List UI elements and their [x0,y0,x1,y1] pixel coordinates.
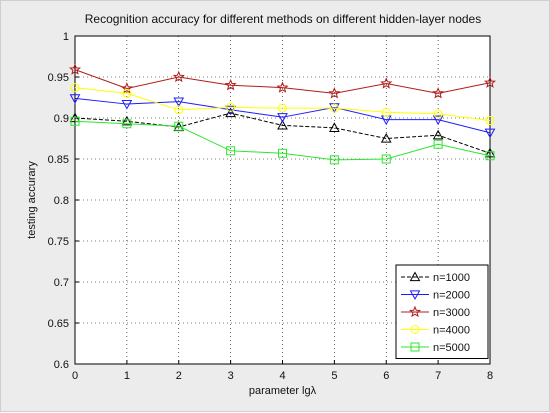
legend-label: n=3000 [433,307,470,319]
data-point-marker [408,305,422,318]
series-line [74,112,491,154]
series-n-1000 [69,107,496,158]
y-axis-label: testing accurary [26,161,38,239]
data-point-marker [381,154,391,164]
legend-label: n=4000 [433,325,470,337]
data-point-marker [432,87,445,99]
data-point-marker [483,76,497,88]
data-point-marker [70,83,80,93]
series-line [74,69,491,94]
data-point-marker [485,115,495,125]
y-tick-label: 1 [63,31,69,43]
y-tick-label: 0.6 [54,359,69,371]
data-point-marker [409,290,421,301]
data-point-marker [276,81,289,93]
data-point-marker [68,63,82,75]
x-tick-label: 8 [487,370,493,382]
data-point-marker [122,88,132,98]
data-point-marker [70,116,80,126]
data-point-marker [484,128,496,139]
data-point-marker [410,325,420,334]
data-point-marker [381,107,391,117]
data-point-marker [329,122,340,132]
y-tick-label: 0.65 [48,318,69,330]
series-line [74,120,491,161]
data-point-marker [380,77,393,89]
data-point-marker [225,105,236,116]
y-tick-label: 0.85 [48,154,69,166]
data-point-marker [410,342,420,352]
x-tick-label: 6 [383,370,389,382]
data-point-marker [226,146,236,156]
data-point-marker [484,147,496,158]
data-point-marker [329,103,339,113]
data-point-marker [225,107,236,118]
y-tick-label: 0.75 [48,236,69,248]
x-tick-label: 5 [331,370,337,382]
data-point-marker [121,115,133,126]
data-point-marker [409,271,421,282]
data-point-marker [277,113,288,123]
data-point-marker [433,139,443,149]
series-n-4000 [70,83,495,125]
data-point-marker [174,105,184,115]
data-point-marker [174,121,184,131]
series-line [74,97,491,134]
data-point-marker [433,109,443,119]
series-line [74,87,491,121]
data-point-marker [277,119,288,130]
x-tick-label: 1 [124,370,130,382]
x-tick-label: 0 [72,370,78,382]
x-tick-label: 2 [176,370,182,382]
legend: n=1000 n=2000 n=3000 n=4000 n=5000 [395,264,489,359]
y-tick-label: 0.95 [48,72,69,84]
y-tick-label: 0.9 [54,113,69,125]
data-point-marker [69,94,81,104]
y-tick-label: 0.8 [54,195,69,207]
data-point-marker [226,102,236,112]
data-point-marker [432,129,444,140]
x-axis-label: parameter lgλ [249,385,317,397]
data-point-marker [328,87,341,99]
data-point-marker [121,99,133,110]
series-n-3000 [68,63,497,99]
series-group [68,63,497,165]
y-tick-label: 0.7 [54,277,69,289]
x-tick-label: 3 [228,370,234,382]
legend-label: n=1000 [433,272,470,284]
data-point-marker [120,82,133,94]
data-point-marker [432,115,444,126]
x-tick-label: 7 [435,370,441,382]
axis-ticks: 0 1 2 3 4 5 6 7 8 0.6 0.65 0.7 0.75 0.8 0.85 0.9 0.95 1 [48,31,493,382]
chart-title: Recognition accuracy for different metho… [85,12,481,26]
data-point-marker [485,151,495,161]
data-point-marker [278,103,287,113]
data-point-marker [122,119,132,129]
data-point-marker [329,155,339,165]
x-tick-label: 4 [279,370,285,382]
legend-label: n=5000 [433,342,470,354]
data-point-marker [380,132,392,143]
data-point-marker [173,97,185,108]
legend-label: n=2000 [433,290,470,302]
series-n-5000 [70,116,495,165]
data-point-marker [172,70,185,83]
data-point-marker [278,148,287,158]
data-point-marker [224,78,237,91]
